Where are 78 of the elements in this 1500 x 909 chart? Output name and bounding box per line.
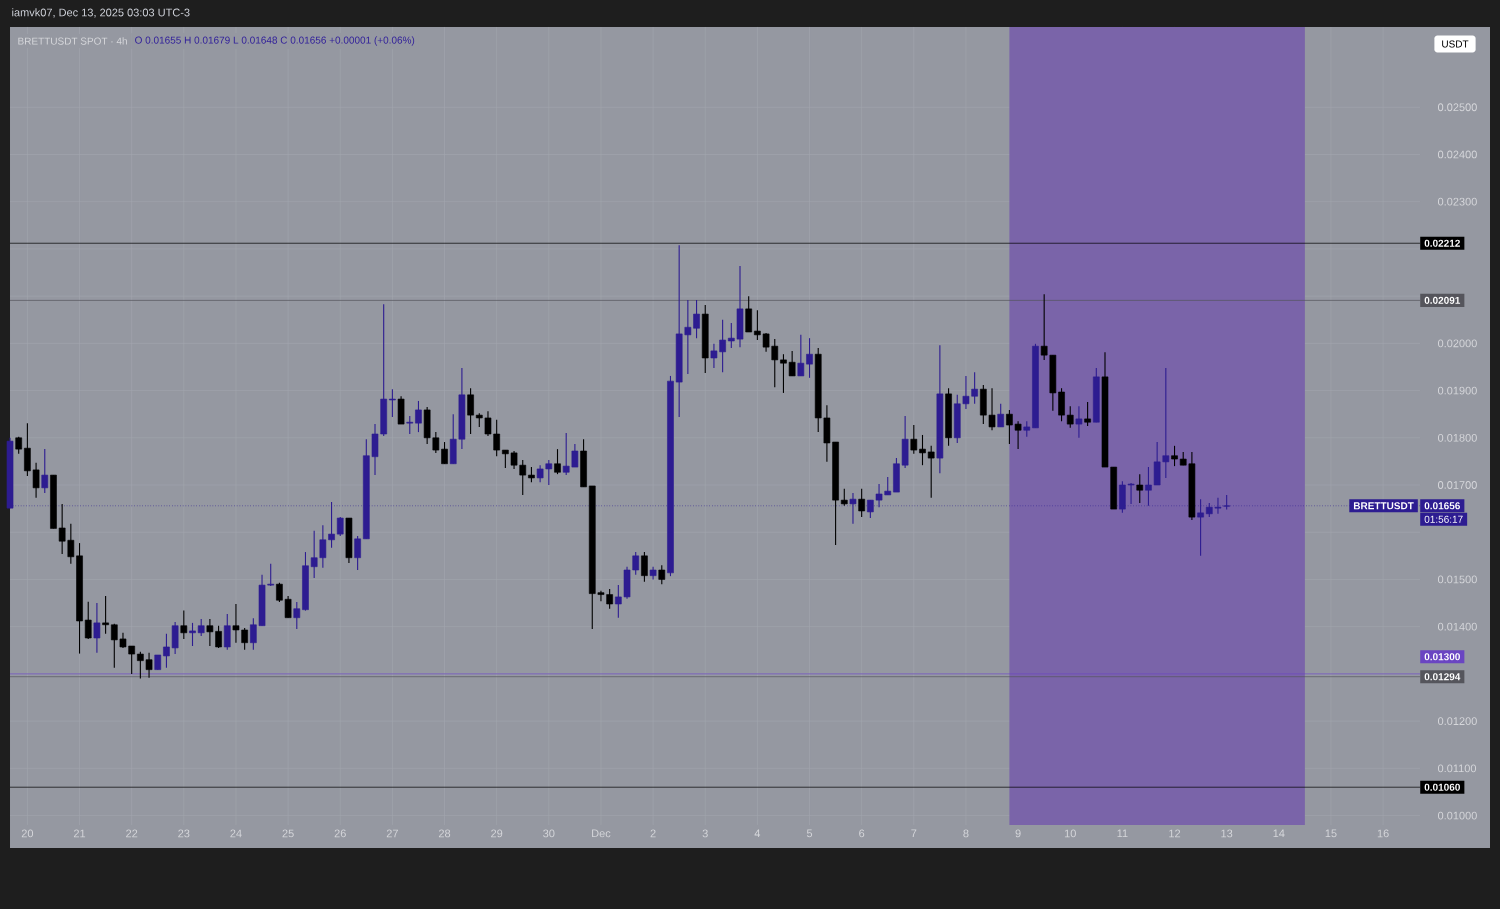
candlestick	[1084, 401, 1091, 427]
candlestick	[554, 448, 561, 475]
y-tick-label: 0.02500	[1437, 103, 1477, 112]
candlestick	[415, 400, 422, 433]
x-tick-label: 21	[73, 829, 86, 838]
y-tick-label: 0.01400	[1437, 622, 1477, 631]
candlestick	[745, 295, 753, 333]
candlestick	[641, 551, 648, 583]
x-tick-label: 2	[650, 829, 656, 838]
x-tick-label: 15	[1325, 829, 1337, 838]
x-tick-label: 20	[21, 829, 34, 838]
y-tick-label: 0.02300	[1437, 197, 1477, 206]
candlestick	[389, 388, 396, 418]
x-tick-label: 9	[1015, 829, 1021, 838]
text: USDT	[1442, 40, 1469, 48]
candlestick	[223, 613, 231, 651]
y-tick-label: 0.01800	[1437, 433, 1477, 442]
ref-line-label: 0.01060	[1424, 783, 1460, 791]
x-tick-label: 7	[911, 829, 917, 838]
x-tick-label: 4	[754, 829, 761, 838]
text: iamvk07, Dec 13, 2025 03:03 UTC-3	[12, 8, 190, 18]
candlestick	[910, 424, 918, 455]
ref-line-label: 0.01300	[1424, 653, 1460, 661]
y-tick-label: 0.01500	[1437, 575, 1477, 584]
x-tick-label: 13	[1221, 829, 1233, 838]
candlestick	[354, 535, 361, 571]
text: O 0.01655 H 0.01679 L 0.01648 C 0.01656 +0.00001 (+0.06%)	[135, 36, 415, 46]
candlestick	[1066, 405, 1074, 429]
y-tick-label: 0.02000	[1437, 339, 1477, 348]
candlestick	[467, 387, 474, 435]
x-tick-label: 5	[806, 829, 813, 838]
y-tick-label: 0.01100	[1437, 764, 1477, 773]
x-tick-label: 26	[334, 829, 346, 838]
candlestick	[997, 403, 1005, 428]
x-tick-label: 23	[178, 829, 190, 838]
candlestick	[927, 445, 935, 499]
candlestick	[919, 434, 926, 466]
y-tick-label: 0.01000	[1437, 811, 1477, 820]
text: BRETTUSDT SPOT · 4h	[18, 37, 127, 45]
y-tick-label: 0.02400	[1437, 150, 1477, 159]
x-tick-label: 12	[1169, 829, 1181, 838]
x-tick-label: 16	[1377, 829, 1389, 838]
candlestick	[293, 601, 301, 630]
x-tick-label: 14	[1273, 829, 1285, 838]
annotation: BRETTUSDT	[1353, 502, 1414, 510]
ref-line-label: 0.02091	[1424, 296, 1461, 304]
candlestick	[1136, 473, 1144, 504]
candlestick	[102, 595, 109, 635]
x-tick-label: 11	[1117, 829, 1128, 838]
text: 01:56:17	[1424, 515, 1463, 523]
candlestick	[858, 488, 865, 518]
x-tick-label: 22	[126, 829, 138, 838]
candlestick	[336, 516, 344, 537]
candlestick	[658, 564, 666, 585]
candlestick	[189, 622, 196, 647]
candlestick	[84, 601, 92, 640]
x-tick-label: 10	[1064, 829, 1076, 838]
x-tick-label: 28	[438, 829, 451, 838]
candlestick	[1075, 405, 1083, 439]
x-tick-label: 6	[859, 829, 865, 838]
x-tick-label: 8	[963, 829, 969, 838]
candlestick	[41, 448, 49, 494]
ref-line-label: 0.01656	[1424, 502, 1461, 510]
x-tick-label: 3	[702, 829, 708, 838]
x-tick-label: 29	[491, 829, 503, 838]
x-tick-label: 25	[282, 829, 294, 838]
x-tick-label: Dec	[592, 829, 611, 838]
candlestick	[180, 610, 188, 640]
ref-line-label: 0.01294	[1424, 673, 1461, 681]
y-tick-label: 0.01200	[1437, 717, 1477, 725]
y-tick-label: 0.01700	[1437, 481, 1477, 489]
x-tick-label: 27	[386, 829, 398, 838]
y-tick-label: 0.01900	[1437, 386, 1477, 395]
x-tick-label: 30	[543, 829, 555, 838]
candlestick	[93, 602, 101, 654]
candlestick	[1171, 445, 1178, 467]
x-tick-label: 24	[230, 829, 242, 838]
ref-line-label: 0.02212	[1424, 239, 1460, 247]
